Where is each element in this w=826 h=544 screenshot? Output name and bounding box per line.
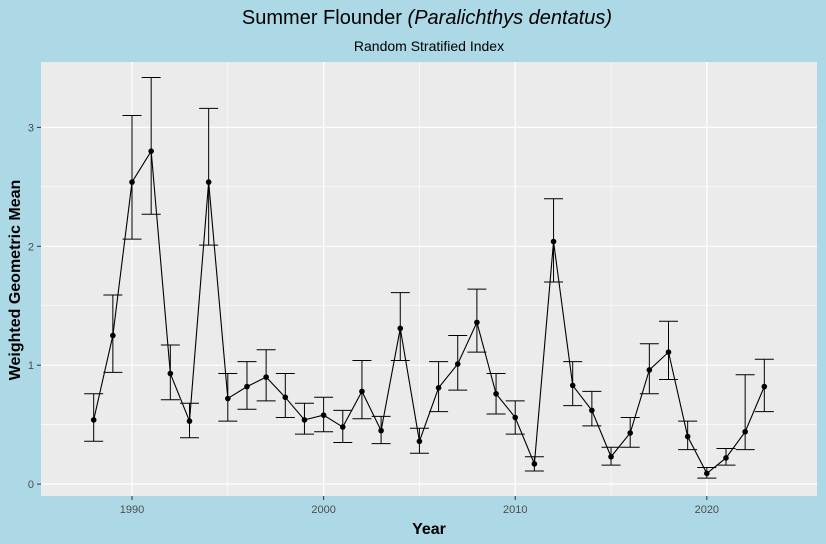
data-point xyxy=(339,424,346,430)
data-point xyxy=(148,148,154,154)
data-point xyxy=(627,430,633,436)
data-point xyxy=(761,383,768,390)
data-point xyxy=(493,390,499,397)
data-point xyxy=(474,319,480,326)
chart-title-main: Summer Flounder xyxy=(242,7,408,29)
data-points xyxy=(90,148,768,477)
data-point xyxy=(129,179,135,185)
chart-subtitle: Random Stratified Index xyxy=(354,38,504,54)
data-point xyxy=(282,394,289,401)
data-point xyxy=(646,367,653,373)
series-line xyxy=(93,149,765,475)
data-point xyxy=(167,370,174,377)
data-point xyxy=(301,417,308,423)
y-axis-ticks: 0 1 2 3 xyxy=(28,122,41,491)
y-axis-label: Weighted Geometric Mean xyxy=(7,180,24,381)
data-point xyxy=(589,407,595,414)
data-point xyxy=(550,238,557,245)
y-tick-label: 2 xyxy=(28,241,34,253)
x-axis-ticks: 1990 2000 2010 2020 xyxy=(120,496,719,516)
chart-title: Summer Flounder (Paralichthys dentatus) xyxy=(242,7,612,29)
chart-title-species: (Paralichthys dentatus) xyxy=(408,7,613,29)
grid-lines xyxy=(41,62,817,496)
data-point xyxy=(320,412,327,418)
data-point xyxy=(723,455,729,461)
data-point xyxy=(435,384,442,391)
y-tick-label: 0 xyxy=(28,479,34,491)
data-point xyxy=(512,414,519,421)
x-tick-label: 1990 xyxy=(120,504,144,516)
x-tick-label: 2000 xyxy=(311,504,335,516)
data-point xyxy=(684,433,691,440)
data-point xyxy=(110,332,116,339)
data-point xyxy=(205,179,212,185)
data-point xyxy=(608,453,614,460)
data-point xyxy=(454,361,461,367)
data-point xyxy=(225,395,231,402)
data-point xyxy=(244,383,250,390)
data-point xyxy=(569,382,576,389)
x-tick-label: 2020 xyxy=(695,504,719,516)
data-point xyxy=(416,438,423,445)
data-point xyxy=(359,388,365,395)
data-point xyxy=(378,427,384,434)
x-axis-label: Year xyxy=(412,521,446,538)
data-point xyxy=(186,418,193,424)
data-point xyxy=(263,374,269,380)
y-tick-label: 3 xyxy=(28,122,34,134)
data-point xyxy=(397,325,404,332)
data-point xyxy=(704,470,710,477)
data-point xyxy=(742,428,748,435)
x-tick-label: 2010 xyxy=(503,504,527,516)
y-tick-label: 1 xyxy=(28,360,34,372)
data-point xyxy=(531,461,538,467)
data-point xyxy=(90,417,97,423)
data-point xyxy=(665,349,672,355)
